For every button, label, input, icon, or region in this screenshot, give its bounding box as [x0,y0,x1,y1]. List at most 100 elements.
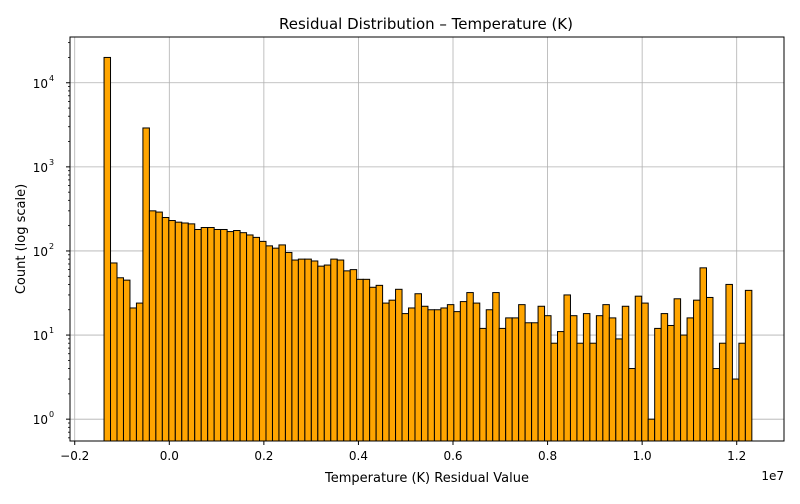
histogram-bar [239,232,248,442]
histogram-bar [155,211,163,442]
histogram-bar [168,220,176,442]
histogram-bar [181,222,189,442]
histogram-bar [621,305,630,442]
histogram-bar [440,307,448,442]
histogram-bar [479,327,487,442]
histogram-bar [148,210,157,442]
histogram-bar [226,231,235,442]
histogram-bar [608,317,617,442]
histogram-bar [628,368,636,442]
histogram-bar [589,342,597,442]
histogram-bar [654,327,662,442]
histogram-bar [246,234,254,442]
histogram-bar [259,240,267,442]
histogram-bar [544,315,552,442]
histogram-bar [459,301,468,442]
histogram-bar [706,296,714,442]
x-tick-label: 1.0 [633,449,652,463]
histogram-bar [725,283,733,442]
histogram-bar [557,331,565,442]
histogram-bar [207,227,215,442]
y-tick-exponent: 0 [49,410,54,419]
histogram-bar [323,264,332,442]
histogram-bar [408,307,416,442]
histogram-bar [712,368,720,442]
histogram-bar [498,327,507,442]
x-tick-label: 0.6 [443,449,462,463]
histogram-bar [485,309,494,442]
histogram-bar [265,245,273,442]
histogram-bar [731,378,740,442]
histogram-bar [673,298,682,442]
y-axis-label: Count (log scale) [14,184,29,294]
histogram-bar [595,315,604,442]
histogram-bar [602,304,610,442]
histogram-bar [336,259,345,442]
y-tick-label: 10 [33,413,48,427]
chart-title: Residual Distribution – Temperature (K) [279,15,573,33]
histogram-bar [369,286,377,442]
y-tick-label: 10 [33,329,48,343]
histogram-bar [433,309,442,442]
x-tick-label: 1.2 [727,449,746,463]
histogram-bar [686,317,695,442]
histogram-bar [563,294,571,442]
histogram-bar [174,221,183,442]
histogram-bar [466,292,474,442]
histogram-bar [362,278,371,442]
histogram-bar [349,269,358,442]
histogram-bar [220,228,228,442]
histogram-bar [291,259,299,442]
histogram-bar [427,309,435,442]
histogram-bar [317,265,325,442]
histogram-bar [330,258,338,442]
histogram-bar [278,244,286,442]
y-tick-base: 10 [33,77,48,91]
histogram-bar [414,293,422,442]
histogram-bar [161,216,170,442]
histogram-bar [446,304,455,442]
x-tick-label: 0.4 [349,449,368,463]
y-tick-base: 10 [33,245,48,259]
y-tick-base: 10 [33,329,48,343]
histogram-bar [453,311,461,442]
y-tick-exponent: 2 [49,242,54,251]
y-tick-base: 10 [33,161,48,175]
histogram-bar [194,228,202,442]
histogram-bar [505,317,513,442]
histogram-bar [401,313,410,442]
x-tick-label: 0.2 [254,449,273,463]
histogram-bar [531,322,539,442]
x-axis-label: Temperature (K) Residual Value [324,471,529,486]
histogram-bar [518,304,526,442]
histogram-bar [667,324,675,442]
y-tick-label: 10 [33,77,48,91]
histogram-bar [297,258,306,442]
y-tick-exponent: 3 [49,158,54,167]
histogram-bar [356,278,364,442]
histogram-bar [550,342,559,442]
histogram-bar [718,342,727,442]
histogram-bar [135,302,144,442]
y-tick-exponent: 1 [49,326,54,335]
x-tick-label: 0.8 [538,449,557,463]
histogram-bar [375,284,384,442]
histogram-bar [129,307,137,442]
histogram-bar [738,342,746,442]
histogram-bars [103,56,753,442]
histogram-bar [116,277,124,442]
y-tick-exponent: 4 [49,74,54,83]
y-tick-label: 10 [33,245,48,259]
histogram-bar [122,279,131,442]
histogram-bar [420,305,429,442]
y-tick-label: 10 [33,161,48,175]
histogram-bar [472,302,481,442]
histogram-bar [641,302,649,442]
histogram-bar [395,288,403,442]
histogram-bar [615,338,623,442]
histogram-bar [537,305,546,442]
histogram-bar [233,230,241,442]
histogram-bar [343,270,351,442]
y-tick-base: 10 [33,413,48,427]
